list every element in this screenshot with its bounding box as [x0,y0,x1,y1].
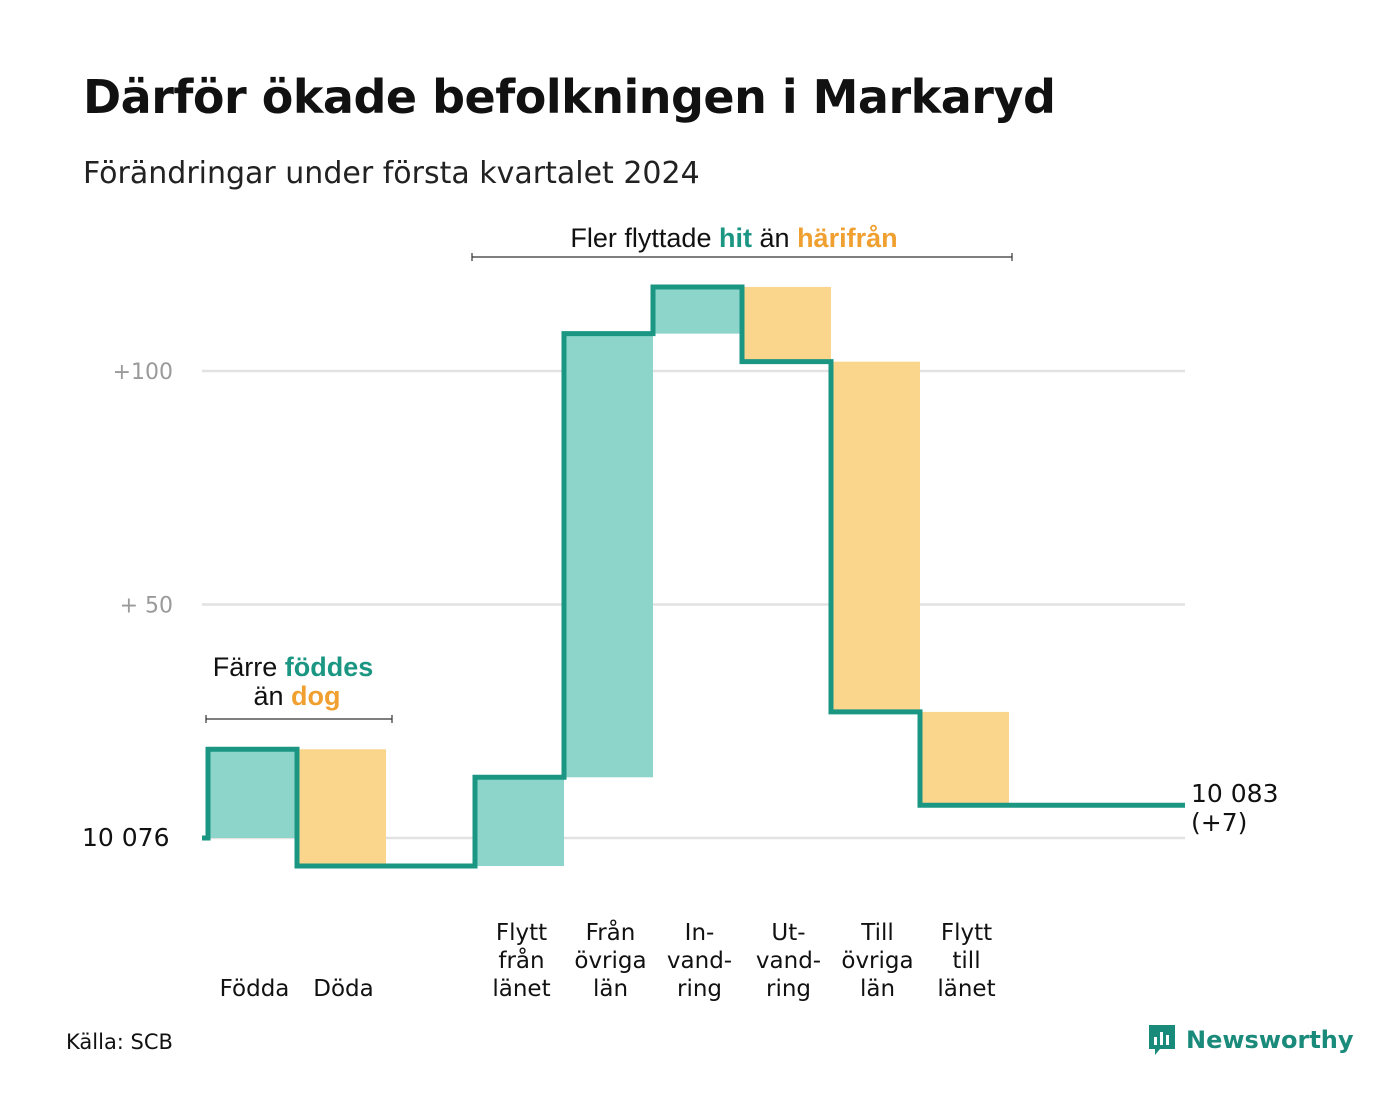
waterfall-bar [208,749,297,838]
y-tick-label: + 50 [120,594,173,619]
category-label: vand- [667,948,732,974]
brand-name: Newsworthy [1186,1026,1354,1054]
waterfall-bar [920,711,1009,806]
annotation-natural-hl2: dog [291,681,340,711]
category-label: Flytt [941,920,992,946]
category-label: vand- [756,948,821,974]
svg-text:Fler flyttade hit: Fler flyttade hit än härifrån [570,223,897,253]
waterfall-bar [297,749,386,867]
svg-text:Färre föddes: Färre föddes [213,652,374,682]
category-label: till [952,948,980,974]
natural-change-annotation: Färre föddes än dog [205,652,393,723]
category-label: ring [677,976,722,1002]
annotation-migration-hl2: härifrån [797,223,898,253]
waterfall-bar [475,777,564,867]
category-label: Till [860,920,894,946]
waterfall-bar [564,333,653,778]
category-label: Från [586,918,636,946]
annotation-natural-pre: Färre [213,652,278,682]
waterfall-bar [653,286,742,334]
category-label: från [498,946,544,974]
end-value-label: 10 083 [1191,779,1278,808]
waterfall-chart: +100+ 50 Födda DödaFlyttfrånlänetFrånövri… [82,223,1278,1002]
category-label: övriga [841,948,913,974]
newsworthy-logo-icon [1149,1025,1175,1055]
chart-title: Därför ökade befolkningen i Markaryd [83,70,1056,124]
annotation-migration-hl1: hit [719,223,752,253]
y-tick-label: +100 [113,360,173,385]
migration-annotation: Fler flyttade hit än härifrån [471,223,1013,261]
waterfall-bar [742,286,831,362]
category-label: Döda [313,976,373,1002]
category-label: länet [492,976,550,1002]
line-layer [202,284,1185,869]
chart-subtitle: Förändringar under första kvartalet 2024 [83,156,700,191]
category-label: övriga [574,948,646,974]
annotation-migration-mid: än [760,223,790,253]
category-label: länet [937,976,995,1002]
waterfall-bar [831,361,920,712]
annotation-natural-pre2: än [253,681,283,711]
category-label: Födda [220,976,290,1002]
annotation-migration-pre: Fler flyttade [570,223,711,253]
category-label: In- [685,920,715,946]
bars-layer [208,286,1009,867]
annotation-natural-hl: föddes [285,652,374,682]
labels-layer: Födda DödaFlyttfrånlänetFrånövrigalänIn-v… [220,918,996,1002]
end-change-label: (+7) [1191,808,1247,837]
cumulative-step-line [202,284,1185,869]
category-label: Flytt [496,920,547,946]
category-label: ring [766,976,811,1002]
baseline-label: 10 076 [82,823,169,852]
source-note: Källa: SCB [66,1030,173,1054]
category-label: Ut- [771,920,805,946]
svg-text:än dog: än dog [253,681,340,711]
category-label: län [860,976,895,1002]
brand-logo: Newsworthy [1146,1022,1354,1058]
category-label: län [593,976,628,1002]
